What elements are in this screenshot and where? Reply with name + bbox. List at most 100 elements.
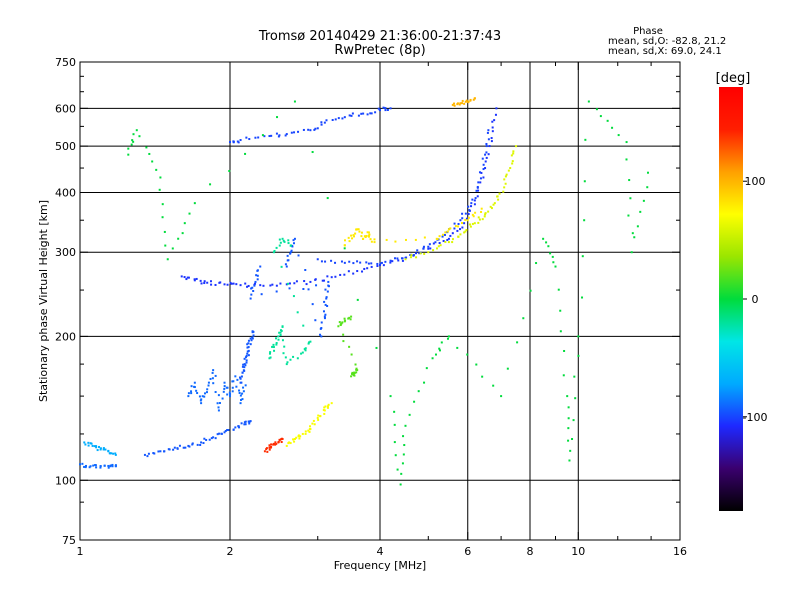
echo-point bbox=[212, 436, 215, 439]
echo-point bbox=[343, 261, 346, 264]
echo-point bbox=[535, 262, 538, 265]
echo-point bbox=[200, 441, 203, 444]
echo-point bbox=[422, 245, 425, 248]
echo-point bbox=[247, 349, 250, 352]
echo-point bbox=[304, 349, 307, 352]
echo-point bbox=[319, 333, 322, 336]
stats-line-o: mean, sd,O: -82.8, 21.2 bbox=[608, 36, 726, 47]
echo-point bbox=[404, 238, 407, 241]
echo-point bbox=[327, 284, 330, 287]
echo-point bbox=[241, 398, 244, 401]
echo-point bbox=[447, 241, 450, 244]
echo-point bbox=[201, 395, 204, 398]
echo-point bbox=[343, 273, 346, 276]
echo-point bbox=[567, 406, 570, 409]
echo-point bbox=[159, 176, 162, 179]
echo-point bbox=[327, 403, 330, 406]
echo-point bbox=[92, 464, 95, 467]
echo-point bbox=[401, 259, 404, 262]
echo-point bbox=[646, 186, 649, 189]
echo-point bbox=[370, 240, 373, 243]
echo-point bbox=[500, 395, 503, 398]
echo-point bbox=[334, 261, 337, 264]
echo-point bbox=[334, 118, 337, 121]
echo-point bbox=[243, 363, 246, 366]
echo-point bbox=[422, 247, 425, 250]
echo-point bbox=[304, 430, 307, 433]
echo-point bbox=[348, 240, 351, 243]
echo-point bbox=[214, 437, 217, 440]
echo-point bbox=[227, 429, 230, 432]
echo-point bbox=[367, 262, 370, 265]
echo-point bbox=[247, 342, 250, 345]
echo-point bbox=[487, 129, 490, 132]
echo-point bbox=[290, 249, 293, 252]
echo-point bbox=[382, 264, 385, 267]
echo-point bbox=[375, 346, 378, 349]
echo-point bbox=[293, 131, 296, 134]
echo-point bbox=[263, 135, 266, 138]
echo-point bbox=[95, 446, 98, 449]
echo-point bbox=[368, 233, 371, 236]
x-tick-label: 8 bbox=[527, 545, 534, 558]
echo-point bbox=[309, 280, 312, 283]
echo-point bbox=[278, 238, 281, 241]
echo-point bbox=[217, 394, 220, 397]
echo-point bbox=[323, 409, 326, 412]
echo-point bbox=[369, 112, 372, 115]
echo-point bbox=[370, 265, 373, 268]
echo-point bbox=[135, 129, 138, 132]
echo-point bbox=[493, 119, 496, 122]
echo-point bbox=[326, 405, 329, 408]
echo-point bbox=[484, 160, 487, 163]
echo-point bbox=[343, 317, 346, 320]
echo-point bbox=[109, 452, 112, 455]
echo-point bbox=[465, 229, 468, 232]
echo-point bbox=[277, 338, 280, 341]
echo-point bbox=[367, 231, 370, 234]
echo-point bbox=[438, 235, 441, 238]
echo-point bbox=[243, 366, 246, 369]
echo-point bbox=[146, 455, 149, 458]
echo-point bbox=[244, 152, 247, 155]
echo-point bbox=[286, 282, 289, 285]
echo-point bbox=[131, 139, 134, 142]
echo-point bbox=[466, 219, 469, 222]
echo-point bbox=[241, 371, 244, 374]
echo-point bbox=[400, 472, 403, 475]
echo-point bbox=[239, 394, 242, 397]
echo-point bbox=[298, 437, 301, 440]
echo-point bbox=[247, 346, 250, 349]
echo-point bbox=[587, 100, 590, 103]
echo-point bbox=[284, 134, 287, 137]
echo-point bbox=[343, 116, 346, 119]
echo-point bbox=[293, 100, 296, 103]
echo-point bbox=[256, 278, 259, 281]
echo-point bbox=[256, 274, 259, 277]
echo-point bbox=[301, 351, 304, 354]
echo-point bbox=[295, 280, 298, 283]
echo-point bbox=[285, 283, 288, 286]
echo-point bbox=[84, 466, 87, 469]
echo-point bbox=[396, 257, 399, 260]
echo-point bbox=[130, 143, 133, 146]
echo-point bbox=[491, 126, 494, 129]
echo-point bbox=[302, 128, 305, 131]
echo-point bbox=[214, 283, 217, 286]
echo-point bbox=[200, 282, 203, 285]
echo-point bbox=[476, 195, 479, 198]
echo-point bbox=[320, 321, 323, 324]
echo-point bbox=[409, 254, 412, 257]
echo-point bbox=[348, 345, 351, 348]
echo-point bbox=[443, 233, 446, 236]
echo-point bbox=[370, 262, 373, 265]
echo-point bbox=[195, 389, 198, 392]
echo-point bbox=[639, 210, 642, 213]
echo-point bbox=[297, 254, 300, 257]
echo-point bbox=[389, 259, 392, 262]
echo-point bbox=[461, 226, 464, 229]
y-tick-labels: 75 100 200 300 400 500 600 750 bbox=[55, 56, 76, 547]
echo-point bbox=[303, 280, 306, 283]
echo-point bbox=[287, 259, 290, 262]
echo-point bbox=[472, 215, 475, 218]
